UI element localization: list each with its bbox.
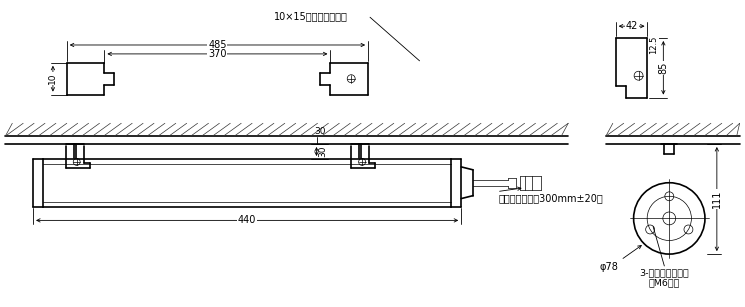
Text: 485: 485 <box>208 40 226 50</box>
Text: 30: 30 <box>318 146 327 157</box>
Text: 3-六角稴付ボルト: 3-六角稴付ボルト <box>639 268 689 277</box>
Text: 10×15長稴（取付用）: 10×15長稴（取付用） <box>273 11 347 21</box>
Text: φ78: φ78 <box>600 262 619 272</box>
Text: 111: 111 <box>712 190 722 208</box>
Text: ケーブル（長さ300mm±20）: ケーブル（長さ300mm±20） <box>499 194 603 204</box>
Text: 12.5: 12.5 <box>649 35 658 54</box>
Text: （M6用）: （M6用） <box>649 278 680 287</box>
Text: 42: 42 <box>626 21 638 31</box>
Text: 370: 370 <box>208 49 226 59</box>
Text: 30: 30 <box>314 127 326 136</box>
Text: 85: 85 <box>659 62 668 74</box>
Text: 10: 10 <box>48 73 57 84</box>
Text: 440: 440 <box>238 216 256 225</box>
